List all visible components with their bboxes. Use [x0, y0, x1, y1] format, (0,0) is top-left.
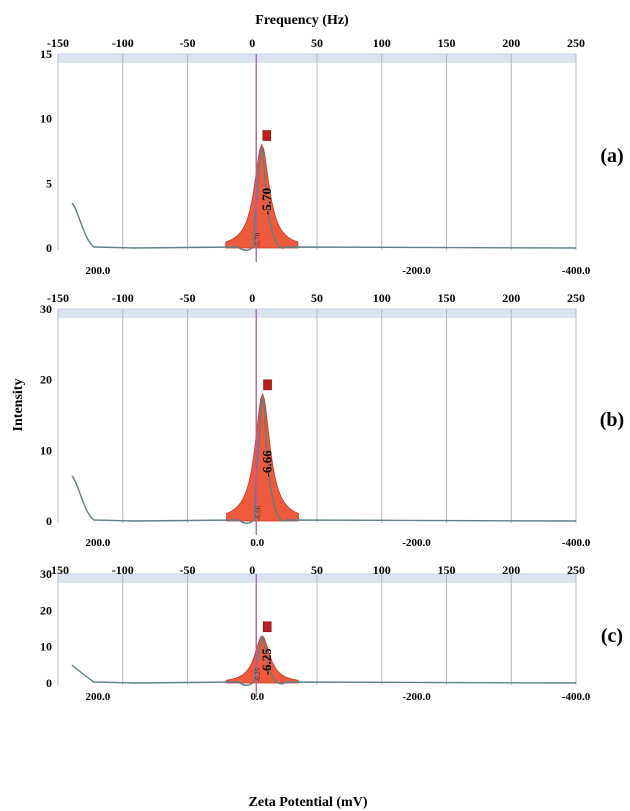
top-tick-label: 0 [249, 36, 255, 50]
bottom-tick-label: -400.0 [562, 691, 591, 703]
bottom-tick-label: 0.0 [250, 537, 264, 549]
y-tick-label: 20 [40, 603, 52, 617]
peak-value-sublabel: -6.25 [254, 667, 262, 682]
bottom-tick-label: -400.0 [562, 537, 591, 549]
panel-label: (c) [601, 625, 623, 647]
chart-panel-3: -150 -100 -50 0 50 100 150 200 250 0 10 20 30 200.0 0.… [40, 563, 623, 703]
spectrum-curve [71, 635, 577, 686]
top-tick-label: -100 [112, 36, 134, 50]
peak-value-sublabel: -5.70 [254, 232, 262, 247]
top-tick-label: 150 [438, 36, 456, 50]
top-tick-label: 200 [502, 36, 520, 50]
peak-value-sublabel: -6.66 [255, 505, 263, 520]
top-tick-label: -50 [180, 291, 196, 305]
peak-value-label: -6.66 [260, 450, 275, 478]
top-tick-label: 100 [373, 291, 391, 305]
top-tick-label: -100 [112, 563, 134, 577]
figure-top-title: Frequency (Hz) [255, 13, 349, 28]
bottom-tick-label: 200.0 [85, 537, 110, 549]
top-tick-label: -50 [180, 563, 196, 577]
y-tick-label: 20 [40, 373, 52, 387]
peak-marker [262, 621, 272, 633]
top-tick-label: 200 [502, 563, 520, 577]
spectrum-curve [71, 397, 577, 524]
y-tick-label: 10 [40, 443, 52, 457]
chart-panel-2: -150 -100 -50 0 50 100 150 200 250 0 10 20 30 200.0 0.… [40, 291, 624, 549]
bottom-tick-label: -200.0 [402, 265, 431, 277]
bottom-tick-label: -200.0 [402, 691, 431, 703]
top-tick-label: 100 [373, 36, 391, 50]
figure-bottom-title: Zeta Potential (mV) [249, 795, 368, 810]
top-tick-label: -150 [47, 36, 69, 50]
y-tick-label: 10 [40, 640, 52, 654]
y-tick-label: 30 [40, 567, 52, 581]
top-tick-label: 50 [311, 36, 323, 50]
spectrum-curve [71, 147, 577, 251]
y-tick-label: 0 [46, 514, 52, 528]
panel-label: (b) [600, 409, 624, 431]
top-tick-label: 250 [567, 291, 585, 305]
bottom-tick-label: 200.0 [85, 265, 110, 277]
peak-fill [225, 635, 299, 684]
top-tick-label: 0 [249, 563, 255, 577]
peak-marker [263, 379, 272, 391]
y-tick-label: 30 [40, 302, 52, 316]
chart-panel-1: -150 -100 -50 0 50 100 150 200 250 0 5 10 15 200.0 -20… [40, 36, 624, 277]
top-tick-label: 250 [567, 563, 585, 577]
bottom-tick-label: -200.0 [402, 537, 431, 549]
bottom-tick-label: -400.0 [562, 265, 591, 277]
figure-y-title: Intensity [11, 379, 26, 432]
top-tick-label: 200 [502, 291, 520, 305]
top-tick-label: 50 [311, 291, 323, 305]
top-tick-label: 100 [373, 563, 391, 577]
panel-label: (a) [600, 145, 623, 167]
bottom-tick-label: 0.0 [250, 691, 264, 703]
top-tick-label: -150 [47, 291, 69, 305]
top-tick-label: 150 [438, 291, 456, 305]
y-tick-label: 10 [40, 112, 52, 126]
y-tick-label: 0 [46, 676, 52, 690]
peak-marker [262, 130, 272, 141]
top-tick-label: 250 [567, 36, 585, 50]
top-tick-label: 0 [249, 291, 255, 305]
y-tick-label: 5 [46, 176, 52, 190]
top-tick-label: -100 [112, 291, 134, 305]
peak-value-label: -6.25 [259, 648, 274, 676]
peak-fill [225, 143, 299, 249]
top-tick-label: 150 [438, 563, 456, 577]
top-tick-label: -50 [180, 36, 196, 50]
top-tick-label: 50 [311, 563, 323, 577]
top-tick-label: -150 [47, 563, 69, 577]
y-tick-label: 15 [40, 47, 52, 61]
peak-value-label: -5.70 [259, 188, 274, 215]
y-tick-label: 0 [46, 241, 52, 255]
bottom-tick-label: 200.0 [85, 691, 110, 703]
peak-fill [226, 392, 299, 522]
